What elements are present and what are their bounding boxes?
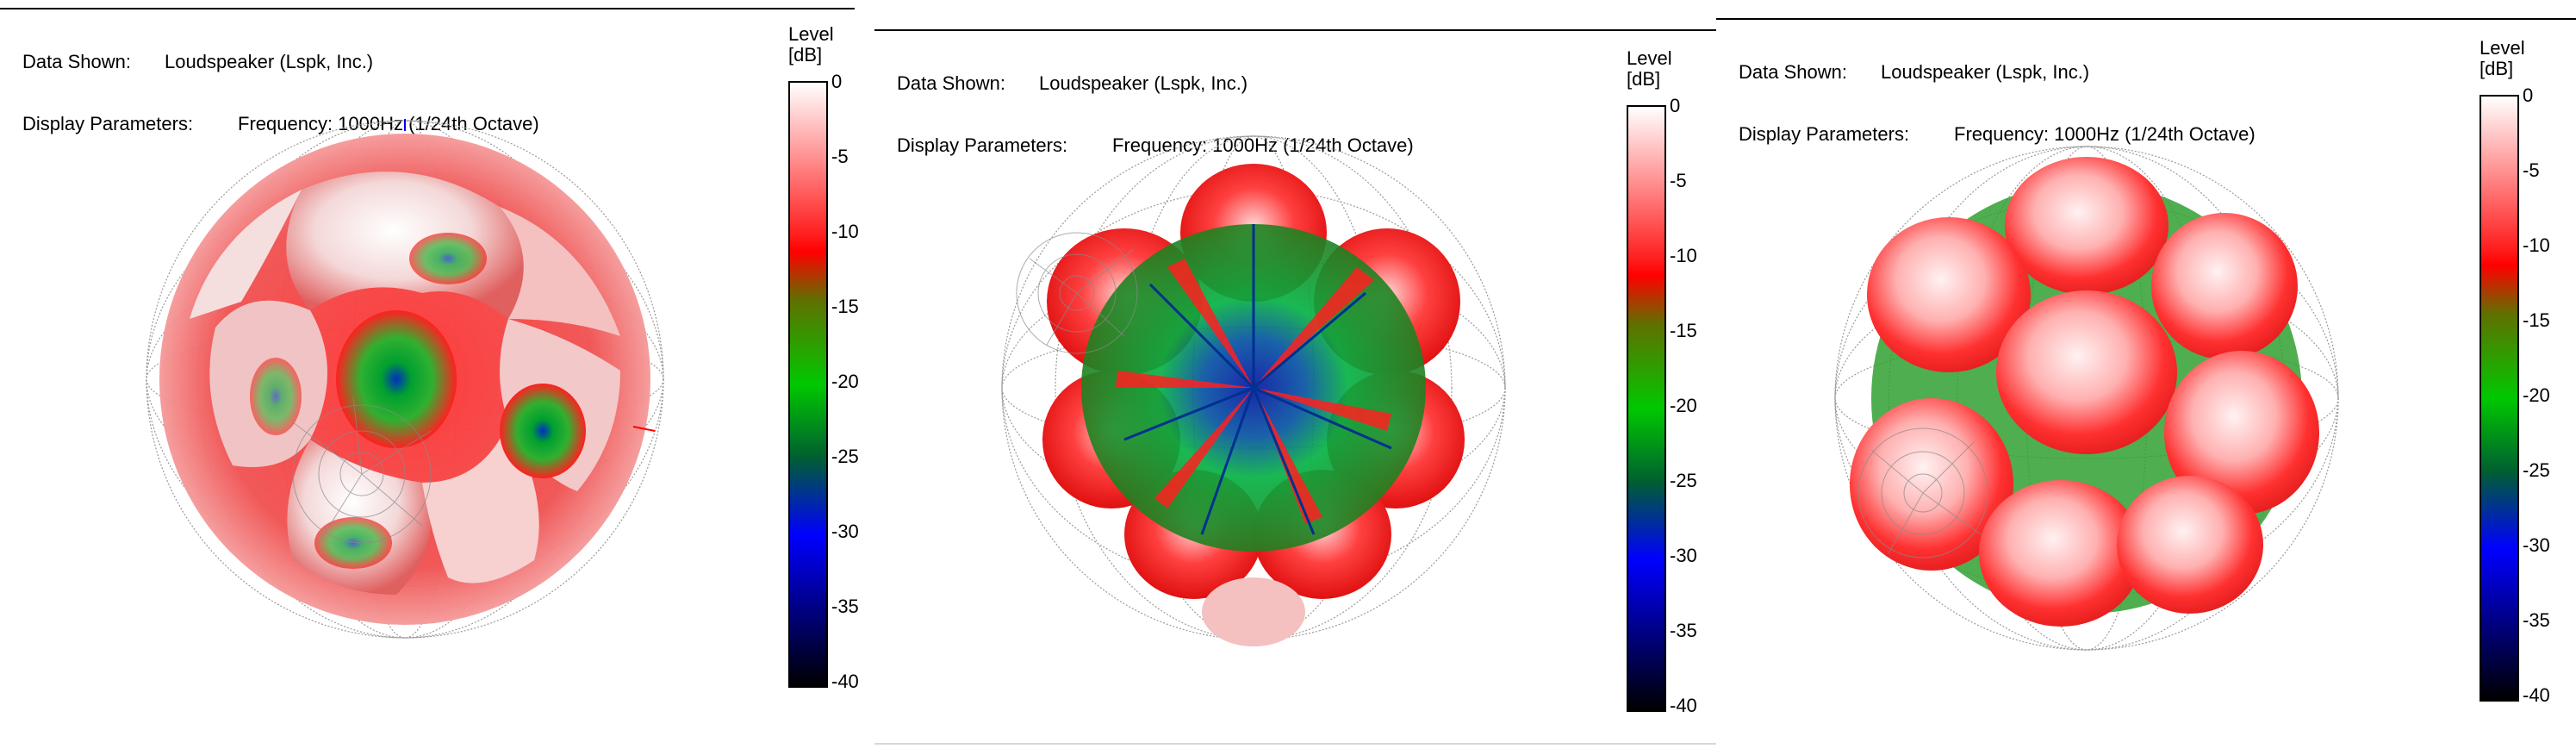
- legend-title: Level [dB]: [1627, 48, 1672, 90]
- balloon-lobes: [1042, 164, 1465, 646]
- directivity-balloon-3d[interactable]: [995, 129, 1512, 646]
- color-scale-bar: [1627, 105, 1666, 712]
- legend-tick: -10: [831, 221, 859, 242]
- legend-tick: -20: [1670, 395, 1697, 416]
- legend-tick: -40: [831, 671, 859, 692]
- balloon-lobes: [1850, 157, 2319, 627]
- balloon-plot-panel-1: Data Shown: Loudspeaker (Lspk, Inc.) Disp…: [0, 0, 859, 755]
- legend-tick: -35: [831, 596, 859, 617]
- legend-tick: -15: [2523, 309, 2550, 331]
- data-shown-value: Loudspeaker (Lspk, Inc.): [165, 51, 374, 72]
- data-shown-label: Data Shown:: [1739, 61, 1847, 83]
- plot-info: Data Shown: Loudspeaker (Lspk, Inc.) Disp…: [897, 32, 1414, 197]
- legend-tick: -5: [1670, 170, 1687, 191]
- display-parameters-label: Display Parameters:: [1739, 123, 1910, 145]
- legend-tick: -35: [2523, 609, 2550, 631]
- plot-info: Data Shown: Loudspeaker (Lspk, Inc.) Disp…: [1739, 21, 2256, 186]
- legend-title-text: Level: [2480, 37, 2525, 59]
- legend-unit-text: [dB]: [788, 44, 823, 66]
- legend-tick: -40: [1670, 695, 1697, 716]
- legend-tick: -30: [2523, 534, 2550, 556]
- data-shown-value: Loudspeaker (Lspk, Inc.): [1039, 72, 1248, 94]
- legend-tick: 0: [1670, 95, 1681, 116]
- display-parameters-label: Display Parameters:: [897, 134, 1068, 156]
- legend-title-text: Level: [788, 23, 834, 45]
- panel-top-border: [874, 29, 1729, 31]
- legend-tick: -40: [2523, 684, 2550, 706]
- legend-tick: -25: [2523, 459, 2550, 481]
- axis-marker-x: [632, 426, 656, 432]
- directivity-balloon-3d[interactable]: [1828, 140, 2345, 657]
- legend-tick: -15: [831, 296, 859, 317]
- legend-tick: -30: [1670, 545, 1697, 566]
- legend-tick: -30: [831, 521, 859, 542]
- surface-mesh: [1016, 232, 1138, 354]
- legend-tick: 0: [831, 71, 843, 92]
- legend-tick: -10: [2523, 234, 2550, 256]
- legend-title-text: Level: [1627, 47, 1672, 69]
- low-level-regions: [250, 233, 586, 569]
- display-parameters-value: Frequency: 1000Hz (1/24th Octave): [238, 113, 539, 134]
- legend-tick: -20: [831, 371, 859, 392]
- legend-tick: -25: [1670, 470, 1697, 491]
- legend-tick: -10: [1670, 245, 1697, 266]
- directivity-balloon-3d[interactable]: [138, 112, 672, 646]
- panel-top-border: [1716, 18, 2576, 20]
- balloon-plot-panel-3: Data Shown: Loudspeaker (Lspk, Inc.) Disp…: [1716, 0, 2576, 755]
- legend-title: Level [dB]: [2480, 38, 2525, 79]
- surface-mesh: [1857, 427, 1988, 558]
- legend-title: Level [dB]: [788, 24, 834, 66]
- legend-tick: -35: [1670, 620, 1697, 641]
- color-scale-bar: [788, 81, 828, 688]
- legend-tick: -20: [2523, 384, 2550, 406]
- legend-tick: -5: [831, 146, 849, 167]
- panel-top-border: [0, 8, 855, 9]
- plot-info: Data Shown: Loudspeaker (Lspk, Inc.) Disp…: [22, 10, 539, 176]
- data-shown-value: Loudspeaker (Lspk, Inc.): [1881, 61, 2090, 83]
- legend-unit-text: [dB]: [1627, 68, 1661, 90]
- legend-tick: -15: [1670, 320, 1697, 341]
- color-scale-bar: [2480, 95, 2519, 702]
- data-shown-label: Data Shown:: [897, 72, 1005, 94]
- legend-tick: -5: [2523, 159, 2540, 181]
- balloon-plot-panel-2: Data Shown: Loudspeaker (Lspk, Inc.) Disp…: [874, 0, 1731, 745]
- surface-mesh: [292, 396, 432, 544]
- legend-unit-text: [dB]: [2480, 58, 2514, 79]
- legend-tick: -25: [831, 446, 859, 467]
- display-parameters-value: Frequency: 1000Hz (1/24th Octave): [1954, 123, 2256, 145]
- data-shown-label: Data Shown:: [22, 51, 131, 72]
- legend-tick: 0: [2523, 84, 2534, 106]
- display-parameters-value: Frequency: 1000Hz (1/24th Octave): [1112, 134, 1414, 156]
- display-parameters-label: Display Parameters:: [22, 113, 194, 134]
